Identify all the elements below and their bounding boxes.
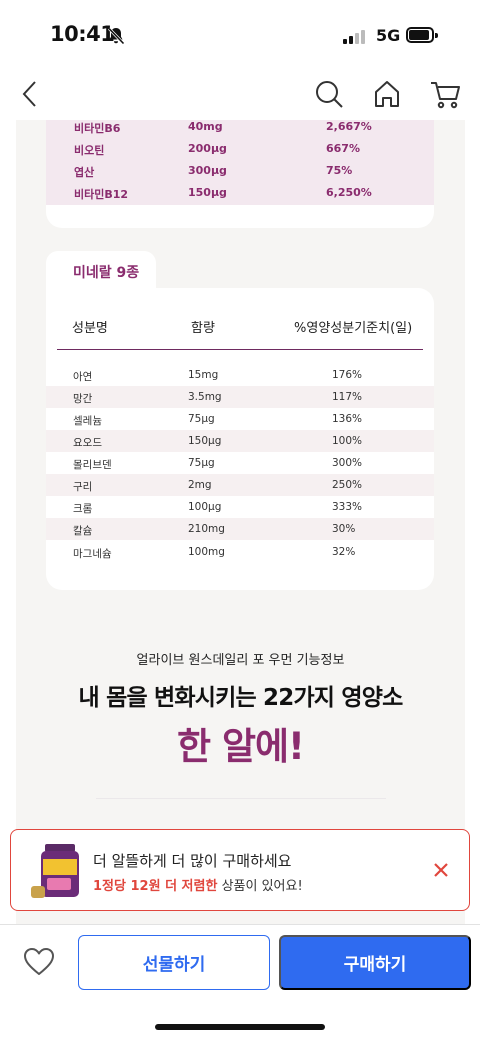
decorative-divider	[96, 798, 386, 799]
close-icon	[434, 863, 448, 877]
back-arrow-icon	[22, 81, 36, 107]
signal-icon	[343, 30, 369, 44]
bottom-action-bar: 선물하기 구매하기	[0, 924, 480, 1040]
table-row: 구리 2mg 250%	[46, 474, 434, 496]
search-icon	[316, 81, 343, 108]
promo-detail: 1정당 12원 더 저렴한 상품이 있어요!	[93, 875, 303, 894]
function-info-highlight: 한 알에!	[177, 725, 305, 768]
minerals-table-card: 성분명 함량 %영양성분기준치(일) 아연 15mg 176% 망간 3.5mg…	[46, 288, 434, 590]
product-detail-content[interactable]: 비타민B6 40mg 2,667% 비오틴 200µg 667% 엽산 300µ…	[0, 120, 480, 925]
bell-off-icon	[107, 27, 125, 45]
gift-button[interactable]: 선물하기	[78, 935, 270, 990]
battery-icon	[406, 27, 438, 43]
minerals-tab: 미네랄 9종	[46, 251, 156, 293]
top-nav-bar	[0, 70, 480, 120]
home-icon	[375, 81, 399, 107]
vitamin-table: 비타민B6 40mg 2,667% 비오틴 200µg 667% 엽산 300µ…	[46, 120, 434, 205]
table-row: 엽산 300µg 75%	[74, 164, 353, 179]
cart-button[interactable]	[427, 76, 463, 112]
table-row: 비오틴 200µg 667%	[74, 142, 360, 157]
table-row: 마그네슘 100mg 32%	[73, 546, 356, 560]
home-button[interactable]	[369, 76, 405, 112]
network-type: 5G	[376, 26, 401, 45]
header-amount: 함량	[191, 321, 215, 336]
cart-icon	[431, 82, 460, 109]
promo-detail-rest: 상품이 있어요!	[217, 879, 303, 894]
table-row: 칼슘 210mg 30%	[46, 518, 434, 540]
back-button[interactable]	[12, 76, 48, 112]
product-thumbnail	[31, 844, 79, 898]
header-percent: %영양성분기준치(일)	[294, 321, 413, 336]
table-row: 아연 15mg 176%	[73, 369, 363, 383]
promo-price-highlight: 1정당 12원 더 저렴한	[93, 879, 218, 894]
table-row: 요오드 150µg 100%	[46, 430, 434, 452]
nutrition-panel: 비타민B6 40mg 2,667% 비오틴 200µg 667% 엽산 300µ…	[16, 120, 465, 925]
search-button[interactable]	[311, 76, 347, 112]
home-indicator	[155, 1024, 325, 1030]
table-row: 셀레늄 75µg 136%	[73, 413, 363, 427]
table-row: 몰리브덴 75µg 300%	[73, 457, 363, 471]
function-info-subtitle: 얼라이브 원스데일리 포 우먼 기능정보	[136, 653, 345, 668]
promo-message: 더 알뜰하게 더 많이 구매하세요	[93, 852, 292, 870]
function-info-title: 내 몸을 변화시키는 22가지 영양소	[78, 685, 404, 711]
header-name: 성분명	[72, 321, 108, 336]
table-row: 망간 3.5mg 117%	[46, 386, 434, 408]
promo-banner[interactable]: 더 알뜰하게 더 많이 구매하세요 1정당 12원 더 저렴한 상품이 있어요!	[10, 829, 470, 911]
table-row: 비타민B12 150µg 6,250%	[74, 186, 372, 201]
table-row: 크롬 100µg 333%	[73, 501, 363, 515]
promo-close-button[interactable]	[429, 858, 453, 882]
status-bar: 10:41 5G	[0, 0, 480, 70]
wishlist-button[interactable]	[20, 943, 58, 981]
buy-button[interactable]: 구매하기	[279, 935, 471, 990]
table-row: 비타민B6 40mg 2,667%	[74, 120, 372, 135]
minerals-tab-label: 미네랄 9종	[73, 265, 140, 281]
table-header: 성분명 함량 %영양성분기준치(일)	[46, 288, 434, 348]
vitamin-table-card: 비타민B6 40mg 2,667% 비오틴 200µg 667% 엽산 300µ…	[46, 120, 434, 228]
heart-icon	[24, 948, 54, 975]
status-time: 10:41	[50, 22, 115, 46]
header-divider	[57, 349, 423, 350]
